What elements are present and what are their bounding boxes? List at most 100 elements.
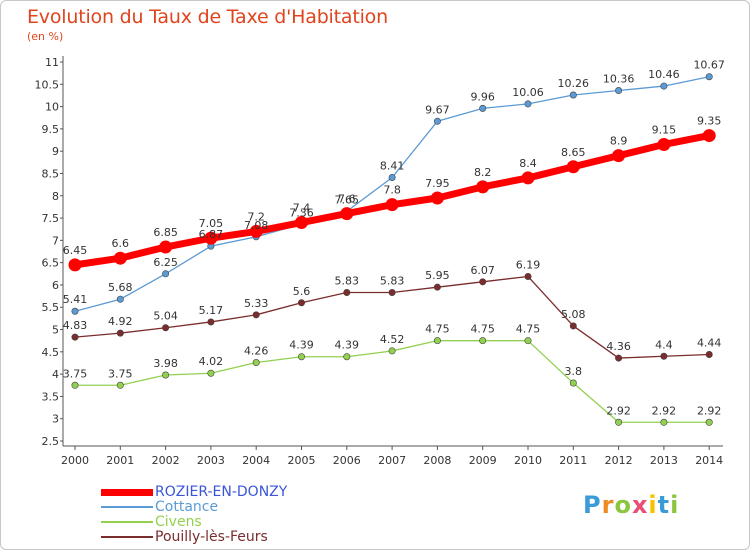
data-point-cottance bbox=[71, 307, 79, 315]
legend-item: Cottance bbox=[101, 500, 361, 515]
logo-letter: P bbox=[583, 491, 602, 519]
data-label-pouilly-les-feurs: 5.17 bbox=[199, 304, 224, 317]
data-label-cottance: 7.36 bbox=[289, 206, 314, 219]
data-point-rozier-en-donzy bbox=[476, 180, 490, 194]
data-label-civens: 3.98 bbox=[153, 357, 178, 370]
data-point-civens bbox=[660, 418, 668, 426]
data-label-rozier-en-donzy: 8.4 bbox=[519, 157, 537, 170]
data-point-rozier-en-donzy bbox=[113, 251, 127, 265]
data-point-pouilly-les-feurs bbox=[433, 283, 441, 291]
y-tick-label: 7 bbox=[52, 234, 59, 247]
data-label-pouilly-les-feurs: 6.07 bbox=[470, 264, 495, 277]
data-label-rozier-en-donzy: 7.8 bbox=[383, 184, 401, 197]
y-tick-label: 10.5 bbox=[35, 78, 60, 91]
y-tick-label: 8.5 bbox=[42, 167, 60, 180]
data-point-civens bbox=[705, 418, 713, 426]
data-point-pouilly-les-feurs bbox=[71, 333, 79, 341]
y-tick-label: 5.5 bbox=[42, 301, 60, 314]
data-label-rozier-en-donzy: 6.6 bbox=[112, 237, 130, 250]
chart-subtitle: (en %) bbox=[27, 30, 64, 43]
data-label-civens: 4.75 bbox=[470, 323, 495, 336]
data-point-rozier-en-donzy bbox=[612, 149, 626, 163]
data-point-pouilly-les-feurs bbox=[705, 350, 713, 358]
logo-letter: i bbox=[648, 491, 658, 519]
data-point-rozier-en-donzy bbox=[657, 137, 671, 151]
x-tick-label: 2010 bbox=[514, 454, 542, 467]
data-label-rozier-en-donzy: 9.35 bbox=[697, 115, 722, 128]
data-point-pouilly-les-feurs bbox=[479, 278, 487, 286]
x-tick-label: 2009 bbox=[469, 454, 497, 467]
data-point-cottance bbox=[705, 73, 713, 81]
data-label-rozier-en-donzy: 8.65 bbox=[561, 146, 586, 159]
data-label-civens: 4.39 bbox=[289, 339, 314, 352]
data-point-civens bbox=[388, 347, 396, 355]
data-point-pouilly-les-feurs bbox=[388, 289, 396, 297]
data-point-rozier-en-donzy bbox=[430, 191, 444, 205]
data-point-rozier-en-donzy bbox=[521, 171, 535, 185]
data-point-pouilly-les-feurs bbox=[524, 272, 532, 280]
data-point-pouilly-les-feurs bbox=[569, 322, 577, 330]
y-tick-label: 4 bbox=[52, 368, 59, 381]
data-label-civens: 4.75 bbox=[516, 323, 541, 336]
data-label-pouilly-les-feurs: 4.36 bbox=[606, 340, 631, 353]
data-label-civens: 3.75 bbox=[108, 367, 133, 380]
data-label-cottance: 9.67 bbox=[425, 103, 450, 116]
data-point-civens bbox=[297, 353, 305, 361]
y-tick-label: 4.5 bbox=[42, 346, 60, 359]
y-tick-label: 7.5 bbox=[42, 212, 60, 225]
logo-letter: r bbox=[601, 491, 615, 519]
data-label-pouilly-les-feurs: 4.44 bbox=[697, 336, 722, 349]
data-label-rozier-en-donzy: 7.2 bbox=[247, 210, 265, 223]
data-label-cottance: 10.06 bbox=[512, 86, 544, 99]
x-tick-label: 2005 bbox=[288, 454, 316, 467]
y-tick-label: 10 bbox=[45, 101, 59, 114]
data-label-cottance: 10.36 bbox=[603, 73, 635, 86]
data-point-rozier-en-donzy bbox=[249, 224, 263, 238]
data-point-pouilly-les-feurs bbox=[252, 311, 260, 319]
data-label-pouilly-les-feurs: 5.08 bbox=[561, 308, 586, 321]
data-point-civens bbox=[162, 371, 170, 379]
data-point-rozier-en-donzy bbox=[68, 258, 82, 272]
y-tick-label: 6 bbox=[52, 279, 59, 292]
data-label-civens: 4.39 bbox=[335, 339, 360, 352]
data-point-civens bbox=[116, 381, 124, 389]
y-tick-label: 3.5 bbox=[42, 390, 60, 403]
data-label-cottance: 10.46 bbox=[648, 68, 680, 81]
data-label-cottance: 7.65 bbox=[335, 193, 360, 206]
chart-legend: ROZIER-EN-DONZY Cottance Civens Pouilly-lès… bbox=[101, 485, 361, 545]
data-point-cottance bbox=[660, 82, 668, 90]
y-tick-label: 8 bbox=[52, 190, 59, 203]
data-label-rozier-en-donzy: 8.9 bbox=[610, 135, 628, 148]
data-label-pouilly-les-feurs: 5.6 bbox=[293, 285, 311, 298]
data-label-pouilly-les-feurs: 5.95 bbox=[425, 269, 450, 282]
data-point-pouilly-les-feurs bbox=[162, 324, 170, 332]
data-label-pouilly-les-feurs: 4.4 bbox=[655, 338, 673, 351]
data-point-cottance bbox=[388, 173, 396, 181]
data-point-cottance bbox=[479, 104, 487, 112]
data-point-pouilly-les-feurs bbox=[660, 352, 668, 360]
data-label-pouilly-les-feurs: 5.83 bbox=[335, 275, 360, 288]
data-label-civens: 4.52 bbox=[380, 333, 405, 346]
data-label-cottance: 5.68 bbox=[108, 281, 133, 294]
data-point-pouilly-les-feurs bbox=[615, 354, 623, 362]
x-tick-label: 2000 bbox=[61, 454, 89, 467]
x-tick-label: 2014 bbox=[695, 454, 723, 467]
data-point-pouilly-les-feurs bbox=[207, 318, 215, 326]
y-tick-label: 11 bbox=[45, 56, 59, 69]
x-tick-label: 2012 bbox=[605, 454, 633, 467]
data-point-civens bbox=[207, 369, 215, 377]
data-label-pouilly-les-feurs: 4.83 bbox=[63, 319, 88, 332]
data-label-cottance: 7.08 bbox=[244, 219, 269, 232]
data-label-rozier-en-donzy: 7.4 bbox=[293, 202, 311, 215]
data-label-civens: 3.8 bbox=[565, 365, 583, 378]
data-label-rozier-en-donzy: 8.2 bbox=[474, 166, 492, 179]
proxiti-logo: Proxiti bbox=[583, 491, 679, 519]
x-tick-label: 2007 bbox=[378, 454, 406, 467]
data-point-pouilly-les-feurs bbox=[297, 299, 305, 307]
data-point-pouilly-les-feurs bbox=[343, 289, 351, 297]
y-tick-label: 3 bbox=[52, 413, 59, 426]
x-tick-label: 2013 bbox=[650, 454, 678, 467]
legend-item: Pouilly-lès-Feurs bbox=[101, 530, 361, 545]
logo-letter: o bbox=[614, 491, 632, 519]
